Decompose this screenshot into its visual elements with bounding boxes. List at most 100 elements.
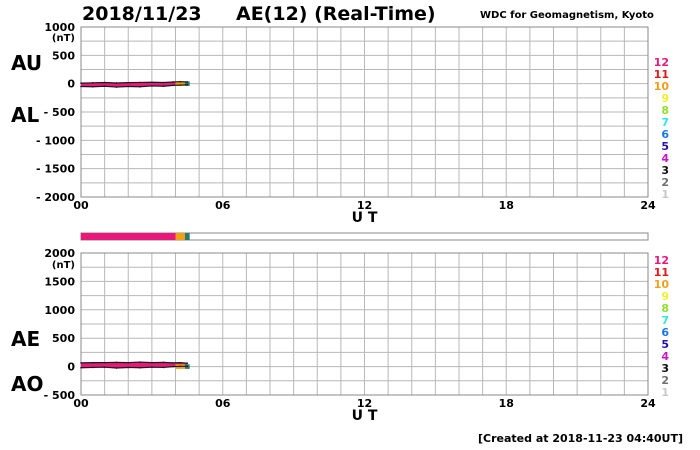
data-band-segment	[184, 81, 190, 86]
data-point-al	[92, 85, 94, 88]
index-label-al: AL	[11, 103, 39, 127]
station-legend-10: 10	[654, 278, 670, 291]
data-point-ae	[139, 361, 141, 363]
coverage-segment-12	[81, 233, 176, 240]
data-point-ae	[80, 362, 82, 364]
data-point-al	[115, 86, 118, 88]
data-point-au	[151, 81, 153, 84]
station-legend-4: 4	[661, 350, 669, 363]
data-point-al	[103, 85, 106, 88]
station-legend-5: 5	[661, 338, 669, 351]
station-legend-7: 7	[661, 116, 669, 129]
data-point-au	[115, 82, 118, 84]
data-point-al	[80, 85, 82, 88]
data-point-ae	[103, 361, 106, 364]
x-tick-label: 24	[640, 199, 656, 212]
y-tick-label: 2000	[44, 247, 75, 260]
y-tick-label: 1000	[44, 304, 75, 317]
index-label-au: AU	[11, 51, 42, 75]
station-legend-1: 1	[661, 386, 669, 399]
y-axis-unit-label: (nT)	[52, 260, 75, 271]
coverage-bar	[80, 232, 649, 241]
x-axis-label: U T	[352, 210, 378, 226]
data-point-ao	[139, 366, 141, 369]
data-point-ao	[103, 366, 106, 368]
y-tick-label: - 2000	[36, 191, 75, 204]
data-point-al	[179, 84, 182, 86]
data-point-al	[139, 85, 141, 88]
y-tick-label: 1500	[44, 275, 75, 288]
data-point-ae	[127, 361, 130, 364]
y-tick-label: 500	[52, 332, 75, 345]
data-point-ae	[92, 361, 94, 364]
station-legend-9: 9	[661, 92, 669, 105]
data-point-ao	[151, 366, 153, 368]
data-point-au	[127, 81, 130, 84]
station-legend-6: 6	[661, 128, 669, 141]
data-point-ao	[115, 367, 118, 369]
data-point-al	[151, 85, 153, 87]
x-tick-label: 00	[73, 397, 89, 410]
y-tick-label: - 500	[44, 389, 76, 402]
panel-ae-ao	[80, 252, 649, 396]
x-tick-label: 06	[215, 397, 231, 410]
data-point-al	[127, 85, 130, 88]
data-point-ao	[92, 366, 94, 369]
data-point-al	[162, 85, 165, 88]
x-tick-label: 06	[215, 199, 231, 212]
created-timestamp: [Created at 2018-11-23 04:40UT]	[478, 432, 684, 445]
index-label-ao: AO	[11, 372, 43, 396]
data-point-ao	[172, 365, 174, 368]
y-tick-label: - 1500	[36, 163, 75, 176]
data-point-ae	[151, 361, 153, 364]
data-point-au	[139, 81, 141, 84]
data-band-segment	[175, 81, 185, 86]
y-tick-label: 0	[67, 78, 75, 91]
data-point-al	[186, 84, 189, 86]
station-legend-11: 11	[654, 68, 669, 81]
y-axis-unit-label: (nT)	[52, 33, 75, 44]
station-legend-5: 5	[661, 140, 669, 153]
data-band	[81, 362, 188, 369]
data-point-ae	[115, 361, 118, 364]
panel-au-al	[80, 26, 649, 198]
station-legend-11: 11	[654, 266, 669, 279]
station-legend-3: 3	[661, 164, 669, 177]
data-point-ae	[162, 361, 165, 364]
station-legend-10: 10	[654, 80, 670, 93]
data-point-au	[172, 81, 174, 83]
data-point-ao	[186, 365, 189, 368]
x-axis-label: U T	[352, 408, 378, 424]
station-legend-9: 9	[661, 290, 669, 303]
y-tick-label: - 500	[44, 106, 76, 119]
y-tick-label: 1000	[44, 21, 75, 34]
data-point-au	[162, 81, 165, 84]
index-title: AE(12) (Real-Time)	[236, 3, 436, 25]
data-point-ao	[162, 366, 165, 369]
data-point-ae	[172, 362, 174, 364]
station-legend-6: 6	[661, 326, 669, 339]
station-legend-2: 2	[661, 176, 669, 189]
y-tick-label: 0	[67, 361, 75, 374]
coverage-segment-tail	[184, 233, 190, 240]
data-point-au	[103, 81, 106, 84]
station-legend-7: 7	[661, 314, 669, 327]
plot-frame	[80, 26, 649, 198]
x-tick-label: 00	[73, 199, 89, 212]
data-point-ao	[80, 366, 82, 369]
y-tick-label: 500	[52, 49, 75, 62]
station-legend-8: 8	[661, 302, 669, 315]
data-point-ae	[179, 361, 182, 364]
data-point-au	[186, 81, 189, 83]
organization-label: WDC for Geomagnetism, Kyoto	[480, 10, 654, 21]
plot-frame	[80, 252, 649, 396]
station-legend-3: 3	[661, 362, 669, 375]
station-legend-4: 4	[661, 152, 669, 165]
station-legend-1: 1	[661, 188, 669, 201]
y-tick-label: - 1000	[36, 134, 75, 147]
data-point-au	[179, 80, 182, 83]
data-point-ao	[179, 365, 182, 368]
date-title: 2018/11/23	[82, 3, 202, 25]
